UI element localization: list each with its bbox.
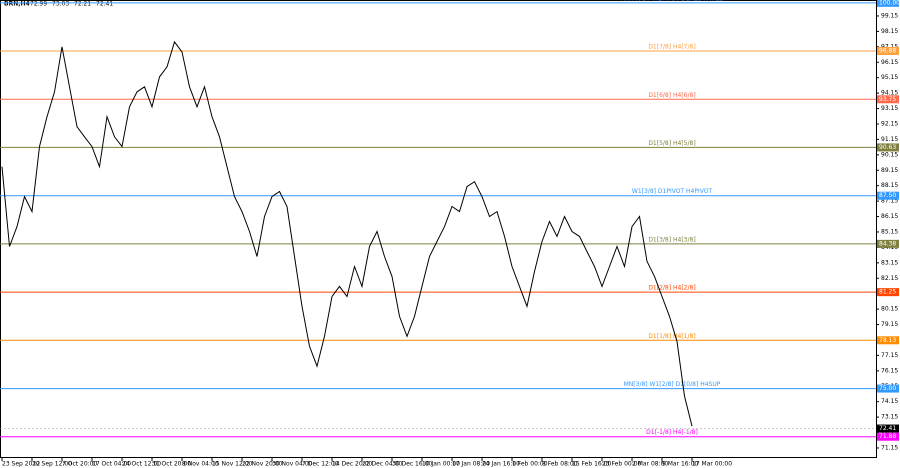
x-tick-label: 17 Oct 04:00 — [92, 461, 131, 468]
y-tick-label: 95.15 — [881, 74, 898, 81]
y-tick-label: 96.15 — [881, 59, 898, 66]
level-label: D1[5/8] H4[5/8] — [648, 140, 695, 147]
x-tick-label: 7 Dec 12:00 — [302, 461, 339, 468]
level-price-box — [877, 288, 899, 297]
level-price-label: 87.50 — [879, 192, 896, 199]
level-price-box — [877, 432, 899, 441]
level-price-label: 78.13 — [879, 337, 896, 344]
level-price-box — [877, 0, 899, 7]
level-price-box — [877, 95, 899, 104]
level-price-label: 100.00 — [879, 0, 900, 6]
y-tick-label: 93.15 — [881, 105, 898, 112]
level-label: MN PIVOT W1PIVOT D1RES H4RES — [621, 0, 724, 2]
y-tick-label: 94.15 — [881, 90, 898, 97]
level-price-box — [877, 191, 899, 200]
x-tick-label: 8 Nov 04:00 — [182, 461, 219, 468]
level-price-box — [877, 336, 899, 345]
x-tick-label: 17 Mar 00:00 — [692, 461, 732, 468]
level-price-box — [877, 143, 899, 152]
last-price-box — [877, 424, 899, 433]
level-price-label: 71.88 — [879, 433, 896, 440]
x-tick-label: 9 Mar 16:00 — [662, 461, 698, 468]
x-tick-label: 7 Oct 20:00 — [62, 461, 97, 468]
ohlc-value: 73.03 — [52, 1, 69, 8]
x-tick-label: 23 Sep 2022 — [2, 461, 40, 468]
level-label: D1[2/8] H4[2/8] — [648, 285, 695, 292]
level-price-label: 75.00 — [879, 385, 896, 392]
plot-frame — [0, 0, 877, 458]
level-price-label: 93.75 — [879, 96, 896, 103]
y-tick-label: 77.15 — [881, 352, 898, 359]
x-tick-label: 24 Jan 16:00 — [482, 461, 520, 468]
y-tick-label: 90.15 — [881, 151, 898, 158]
x-tick-label: 2 Mar 08:00 — [632, 461, 668, 468]
last-price-label: 72.41 — [879, 425, 896, 432]
y-tick-label: 76.15 — [881, 367, 898, 374]
y-tick-label: 79.15 — [881, 321, 898, 328]
y-tick-label: 91.15 — [881, 136, 898, 143]
x-tick-label: 17 Jan 08:00 — [452, 461, 490, 468]
level-price-box — [877, 46, 899, 55]
y-tick-label: 97.15 — [881, 43, 898, 50]
x-tick-label: 31 Oct 20:00 — [152, 461, 191, 468]
x-tick-label: 15 Feb 16:00 — [572, 461, 612, 468]
x-tick-label: 24 Oct 12:00 — [122, 461, 161, 468]
level-price-box — [877, 239, 899, 248]
ohlc-value: 72.21 — [74, 1, 91, 8]
y-tick-label: 73.15 — [881, 414, 898, 421]
level-price-label: 81.25 — [879, 289, 896, 296]
y-tick-label: 80.15 — [881, 306, 898, 313]
y-tick-label: 87.15 — [881, 198, 898, 205]
level-price-label: 96.88 — [879, 47, 896, 54]
level-label: D1[-1/8] H4[-1/8] — [646, 429, 698, 436]
chart-symbol: BRN,H4 — [4, 1, 30, 8]
x-tick-label: 1 Feb 00:00 — [512, 461, 548, 468]
x-tick-label: 10 Jan 00:00 — [422, 461, 460, 468]
y-tick-label: 89.15 — [881, 167, 898, 174]
x-tick-label: 23 Feb 00:00 — [602, 461, 642, 468]
level-label: D1[7/8] H4[7/8] — [648, 43, 695, 50]
y-tick-label: 99.15 — [881, 12, 898, 19]
level-label: D1[3/8] H4[3/8] — [648, 236, 695, 243]
price-line — [1, 40, 693, 427]
level-label: D1[6/8] H4[6/8] — [648, 92, 695, 99]
level-label: D1[1/8] H4[1/8] — [648, 333, 695, 340]
y-tick-label: 82.15 — [881, 275, 898, 282]
x-tick-label: 22 Nov 20:00 — [242, 461, 283, 468]
y-tick-label: 86.15 — [881, 213, 898, 220]
x-tick-label: 30 Nov 04:00 — [272, 461, 313, 468]
x-tick-label: 15 Nov 12:00 — [212, 461, 253, 468]
x-tick-label: 22 Dec 04:00 — [362, 461, 403, 468]
y-tick-label: 71.15 — [881, 444, 898, 451]
level-price-box — [877, 384, 899, 393]
level-price-label: 90.63 — [879, 144, 896, 151]
y-tick-label: 83.15 — [881, 259, 898, 266]
x-tick-label: 30 Sep 12:00 — [32, 461, 72, 468]
x-tick-label: 14 Dec 20:00 — [332, 461, 373, 468]
y-tick-label: 85.15 — [881, 228, 898, 235]
level-label: MN[3/8] W1[2/8] D1[0/8] H4SUP — [624, 381, 721, 388]
ohlc-value: 72.41 — [96, 1, 113, 8]
x-tick-label: 8 Feb 08:00 — [542, 461, 578, 468]
y-tick-label: 72.15 — [881, 429, 898, 436]
y-tick-label: 98.15 — [881, 28, 898, 35]
y-tick-label: 74.15 — [881, 398, 898, 405]
ohlc-value: 72.99 — [30, 1, 47, 8]
y-tick-label: 88.15 — [881, 182, 898, 189]
x-tick-label: 30 Dec 16:00 — [392, 461, 433, 468]
level-price-label: 84.38 — [879, 240, 896, 247]
y-tick-label: 92.15 — [881, 120, 898, 127]
level-label: W1[3/8] D1PIVOT H4PIVOT — [632, 188, 713, 195]
